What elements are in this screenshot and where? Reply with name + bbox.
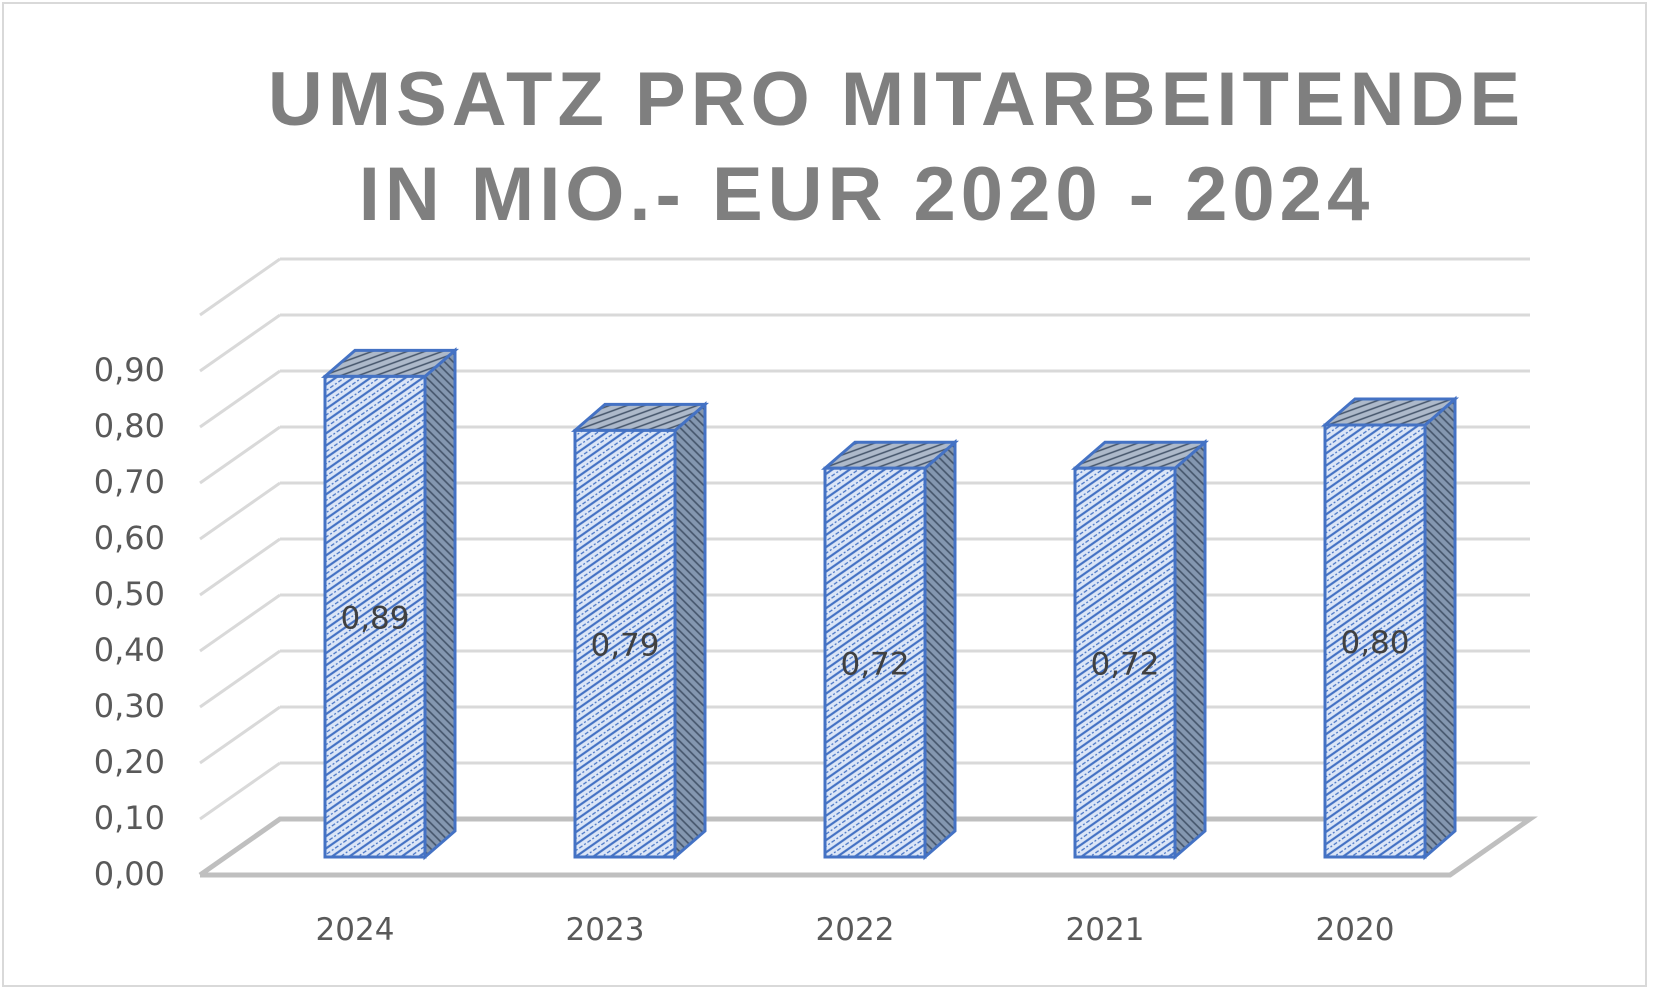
bar-front (573, 428, 677, 859)
side-gridline (199, 649, 281, 709)
bar-front (323, 374, 427, 859)
x-axis-categories: 2024 2023 2022 2021 2020 (316, 912, 1395, 948)
y-tick-label: 0,70 (94, 463, 165, 501)
data-label: 0,79 (590, 628, 659, 664)
bar-side (923, 438, 957, 861)
category-label: 2021 (1066, 912, 1145, 948)
side-gridline (199, 481, 281, 541)
bar-side (673, 401, 707, 861)
category-label: 2024 (316, 912, 395, 948)
y-axis-ticks: 0,00 0,10 0,20 0,30 0,40 0,50 0,60 0,70 0,80 0,90 (94, 351, 165, 893)
chart-title-line-1: UMSATZ PRO MITARBEITENDE (267, 57, 1526, 142)
side-gridline (199, 369, 281, 429)
side-gridline (199, 313, 281, 373)
bar-side (1173, 438, 1207, 861)
data-label: 0,89 (340, 601, 409, 637)
y-tick-label: 0,30 (94, 687, 165, 725)
category-label: 2022 (816, 912, 895, 948)
y-tick-label: 0,90 (94, 351, 165, 389)
bars: 0,89 0,79 0,72 0,72 0,80 (320, 347, 1460, 861)
bar-front (1073, 466, 1177, 859)
side-gridline (199, 257, 281, 317)
side-gridline (199, 593, 281, 653)
chart-title-line-2: IN MIO.- EUR 2020 - 2024 (358, 152, 1375, 237)
side-gridline (199, 425, 281, 485)
side-gridline (199, 705, 281, 765)
y-tick-label: 0,50 (94, 575, 165, 613)
bar-2021: 0,72 (1070, 438, 1210, 861)
bar-2020: 0,80 (1320, 395, 1460, 861)
bar-front (1323, 423, 1427, 859)
y-tick-label: 0,40 (94, 631, 165, 669)
category-label: 2023 (566, 912, 645, 948)
bar-2023: 0,79 (570, 401, 710, 861)
bar-2024: 0,89 (320, 347, 460, 861)
bar-front (823, 466, 927, 859)
data-label: 0,72 (840, 647, 909, 683)
data-label: 0,80 (1340, 625, 1409, 661)
y-tick-label: 0,80 (94, 407, 165, 445)
data-label: 0,72 (1090, 647, 1159, 683)
bar-2022: 0,72 (820, 438, 960, 861)
bar-side (423, 347, 457, 861)
y-tick-label: 0,10 (94, 799, 165, 837)
y-tick-label: 0,60 (94, 519, 165, 557)
side-gridline (199, 761, 281, 821)
floor-plane (198, 816, 1538, 878)
y-tick-label: 0,00 (94, 855, 165, 893)
side-gridline (199, 537, 281, 597)
y-tick-label: 0,20 (94, 743, 165, 781)
bar-side (1423, 395, 1457, 861)
category-label: 2020 (1316, 912, 1395, 948)
